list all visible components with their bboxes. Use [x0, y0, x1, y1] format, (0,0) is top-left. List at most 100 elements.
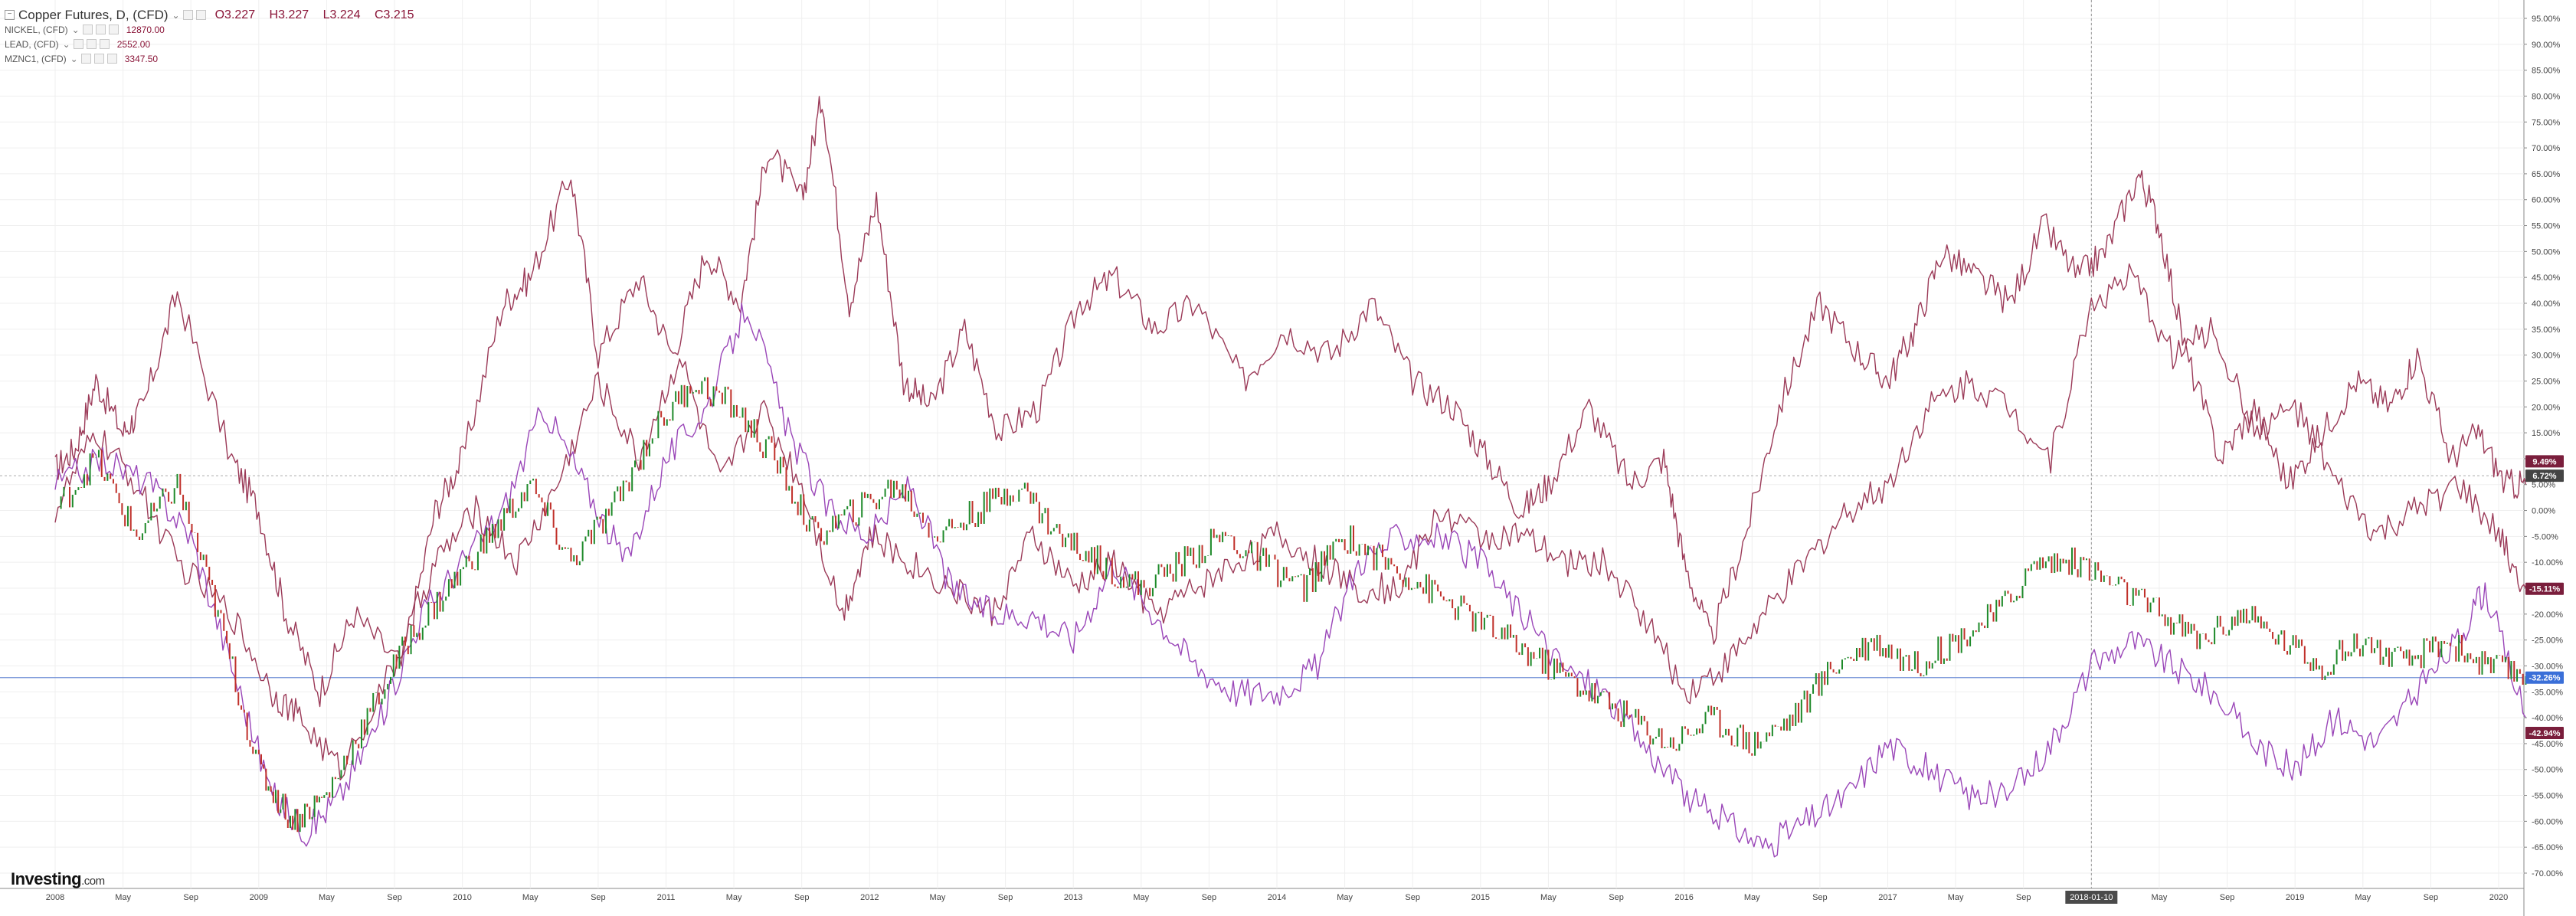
- y-tick-label: 20.00%: [2532, 403, 2561, 412]
- x-tick-label: May: [726, 893, 742, 902]
- x-tick-label: May: [1744, 893, 1760, 902]
- x-tick-label: Sep: [1609, 893, 1624, 902]
- y-tick-label: 30.00%: [2532, 352, 2561, 361]
- x-tick-label: Sep: [183, 893, 198, 902]
- price-tag-label: -42.94%: [2529, 729, 2561, 738]
- settings-icon[interactable]: [95, 25, 106, 34]
- overlay-value: 3347.50: [124, 53, 159, 64]
- overlay-value: 12870.00: [126, 24, 165, 35]
- legend-overlay-nickel[interactable]: NICKEL, (CFD) ⌄ 12870.00: [5, 22, 425, 37]
- x-tick-label: Sep: [2016, 893, 2031, 902]
- price-tag-label: 9.49%: [2532, 457, 2556, 466]
- x-tick-label: May: [2355, 893, 2371, 902]
- open-value: O3.227: [214, 8, 256, 21]
- x-tick-label: Sep: [1202, 893, 1217, 902]
- series-line-nickel: [54, 96, 2527, 708]
- y-tick-label: -10.00%: [2532, 558, 2563, 568]
- y-tick-label: -20.00%: [2532, 610, 2563, 620]
- y-tick-label: -50.00%: [2532, 766, 2563, 775]
- high-value: H3.227: [269, 8, 309, 21]
- price-tag-label: 6.72%: [2532, 472, 2556, 481]
- investing-logo: Investing.com: [11, 869, 105, 889]
- y-tick-label: -35.00%: [2532, 688, 2563, 697]
- x-tick-label: 2020: [2489, 893, 2508, 902]
- settings-icon[interactable]: [182, 10, 193, 20]
- y-tick-label: -55.00%: [2532, 792, 2563, 801]
- x-tick-label: Sep: [387, 893, 402, 902]
- y-tick-label: 80.00%: [2532, 92, 2561, 101]
- legend-ohlc: O3.227 H3.227 L3.224 C3.215: [215, 8, 425, 22]
- x-tick-label: Sep: [2424, 893, 2439, 902]
- crosshair-x-label: 2018-01-10: [2070, 893, 2113, 902]
- chevron-down-icon[interactable]: ⌄: [62, 38, 70, 50]
- y-tick-label: 90.00%: [2532, 41, 2561, 50]
- x-tick-label: May: [1133, 893, 1149, 902]
- y-tick-label: -25.00%: [2532, 636, 2563, 646]
- x-axis: 2008 May Sep 2009 May Sep 2010 May Sep 2011 May Sep…: [46, 891, 2508, 904]
- x-tick-label: 2017: [1878, 893, 1897, 902]
- y-tick-label: 70.00%: [2532, 144, 2561, 153]
- overlay-value: 2552.00: [116, 38, 151, 50]
- y-tick-label: 75.00%: [2532, 118, 2561, 127]
- x-tick-label: May: [930, 893, 946, 902]
- y-tick-label: 40.00%: [2532, 299, 2561, 309]
- x-tick-label: 2012: [860, 893, 879, 902]
- series-line-mznc1: [54, 263, 2527, 780]
- price-tags: 9.49% 6.72% -15.11% -32.26% -42.94%: [2525, 455, 2564, 739]
- overlay-name: NICKEL, (CFD): [5, 24, 68, 35]
- chevron-down-icon[interactable]: ⌄: [70, 53, 78, 64]
- x-tick-label: 2019: [2286, 893, 2304, 902]
- y-tick-label: 5.00%: [2532, 481, 2555, 490]
- y-tick-label: 95.00%: [2532, 15, 2561, 24]
- price-tag-bg: [2525, 455, 2564, 468]
- overlay-name: LEAD, (CFD): [5, 38, 59, 50]
- price-tag-bg: [2525, 469, 2564, 483]
- settings-icon[interactable]: [86, 39, 97, 49]
- eye-icon[interactable]: [73, 39, 83, 49]
- x-tick-label: 2016: [1674, 893, 1693, 902]
- price-tag-label: -32.26%: [2529, 674, 2561, 683]
- x-tick-label: Sep: [998, 893, 1013, 902]
- y-tick-label: 45.00%: [2532, 273, 2561, 283]
- x-tick-label: 2013: [1064, 893, 1082, 902]
- x-tick-label: 2010: [453, 893, 471, 902]
- x-tick-label: May: [1337, 893, 1353, 902]
- legend-main-symbol: Copper Futures, D, (CFD): [18, 7, 169, 22]
- legend-overlay-lead[interactable]: LEAD, (CFD) ⌄ 2552.00: [5, 37, 425, 51]
- eye-icon[interactable]: [80, 54, 91, 64]
- logo-suffix: .com: [81, 875, 105, 888]
- chevron-down-icon[interactable]: ⌄: [172, 9, 180, 21]
- close-icon[interactable]: [99, 39, 110, 49]
- eye-icon[interactable]: [82, 25, 93, 34]
- y-tick-label: 0.00%: [2532, 507, 2555, 516]
- y-tick-label: -5.00%: [2532, 532, 2558, 541]
- x-tick-label: May: [115, 893, 131, 902]
- overlay-name: MZNC1, (CFD): [5, 53, 67, 64]
- price-tag-label: -15.11%: [2529, 585, 2561, 594]
- crosshair-x-label-bg: [2065, 891, 2118, 904]
- y-tick-label: 25.00%: [2532, 377, 2561, 386]
- x-tick-label: 2011: [657, 893, 676, 902]
- close-icon[interactable]: [108, 25, 119, 34]
- y-tick-label: 55.00%: [2532, 222, 2561, 231]
- y-tick-label: -65.00%: [2532, 843, 2563, 852]
- y-tick-label: 50.00%: [2532, 247, 2561, 257]
- legend-main-row[interactable]: − Copper Futures, D, (CFD) ⌄ O3.227 H3.2…: [5, 8, 425, 22]
- logo-brand: Investing: [11, 869, 82, 888]
- y-axis: 95.00% 90.00% 85.00% 80.00% 75.00% 70.00% 65.0…: [2524, 15, 2563, 878]
- price-tag-bg: [2525, 726, 2564, 739]
- close-value: C3.215: [374, 8, 414, 21]
- x-tick-label: May: [522, 893, 538, 902]
- low-value: L3.224: [322, 8, 361, 21]
- chevron-down-icon[interactable]: ⌄: [71, 24, 80, 35]
- close-icon[interactable]: [106, 54, 117, 64]
- x-tick-label: May: [2152, 893, 2168, 902]
- settings-icon[interactable]: [93, 54, 104, 64]
- legend-overlay-mznc1[interactable]: MZNC1, (CFD) ⌄ 3347.50: [5, 51, 425, 66]
- close-icon[interactable]: [195, 10, 206, 20]
- y-tick-label: -45.00%: [2532, 740, 2563, 749]
- collapse-icon[interactable]: −: [5, 10, 15, 20]
- chart-legend: − Copper Futures, D, (CFD) ⌄ O3.227 H3.2…: [5, 8, 425, 66]
